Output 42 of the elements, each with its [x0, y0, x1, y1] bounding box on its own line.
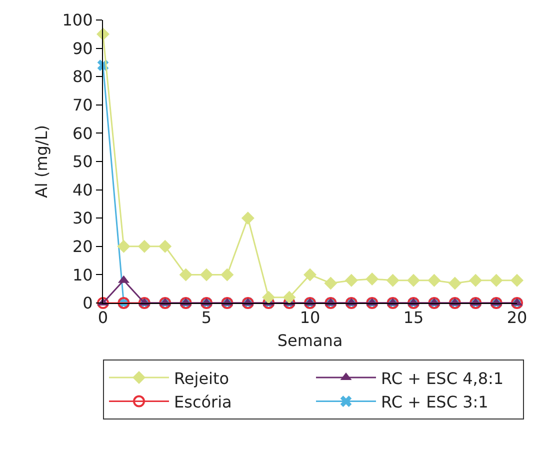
y-tick-label: 80 — [72, 67, 93, 86]
y-tick-label: 50 — [72, 152, 93, 172]
point — [428, 274, 441, 287]
point — [490, 274, 503, 287]
y-tick-label: 10 — [72, 265, 93, 284]
x-tick-label: 0 — [98, 308, 108, 328]
x-tick-label: 5 — [201, 308, 212, 328]
point — [117, 240, 130, 253]
point — [304, 268, 316, 282]
point — [407, 274, 420, 287]
point — [282, 290, 296, 304]
point — [386, 274, 400, 287]
point — [344, 274, 358, 287]
x-tick-label: 20 — [506, 308, 528, 328]
y-tick-label: 20 — [72, 237, 93, 256]
point — [448, 276, 462, 290]
y-axis-title: Al (mg/L) — [32, 124, 52, 198]
y-tick-label: 40 — [72, 180, 93, 200]
y-tick-label: 0 — [82, 294, 93, 313]
y-tick-label: 30 — [72, 208, 93, 228]
legend-label: RC + ESC 3:1 — [381, 392, 488, 412]
point — [324, 276, 338, 290]
point — [469, 274, 482, 287]
point — [262, 290, 276, 304]
point — [220, 268, 234, 282]
point — [158, 240, 172, 253]
y-tick-label: 70 — [72, 96, 93, 114]
y-tick-label: 100 — [62, 10, 93, 30]
point — [138, 240, 151, 253]
point — [366, 272, 379, 286]
x-axis-title: Semana — [277, 330, 343, 350]
x-tick-label: 15 — [403, 308, 424, 328]
legend-label: RC + ESC 4,8:1 — [381, 368, 504, 388]
legend-label: Escória — [174, 392, 232, 412]
point — [200, 268, 213, 282]
point — [510, 274, 524, 287]
x-tick-label: 10 — [300, 308, 320, 328]
y-tick-label: 60 — [72, 124, 93, 143]
legend-label: Rejeito — [174, 368, 230, 388]
y-tick-label: 90 — [72, 38, 93, 58]
point — [241, 212, 254, 225]
point — [179, 268, 192, 282]
